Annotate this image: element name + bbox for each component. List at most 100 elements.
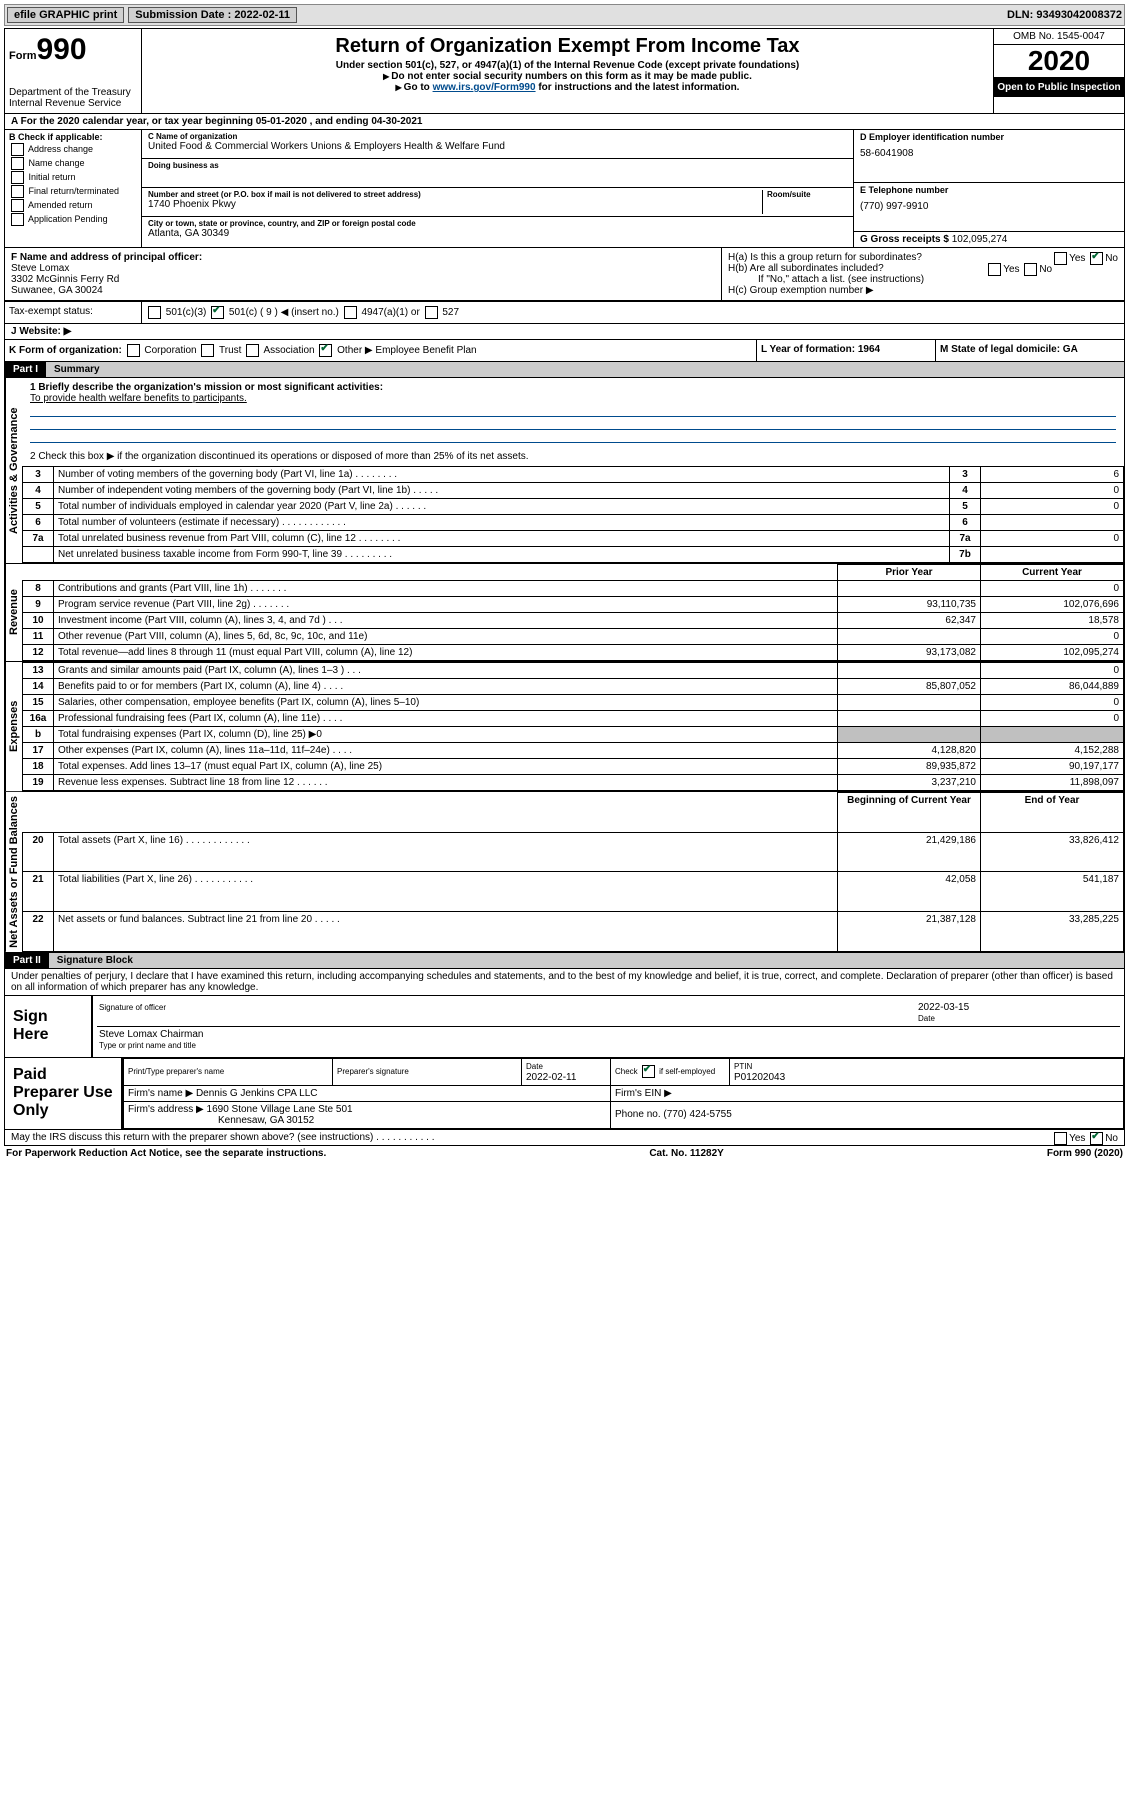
q1-label: 1 Briefly describe the organization's mi… — [30, 382, 383, 393]
ein-value: 58-6041908 — [860, 148, 1118, 159]
prior-value: 85,807,052 — [838, 679, 981, 695]
name-change-checkbox[interactable] — [11, 157, 24, 170]
ha-yes-checkbox[interactable] — [1054, 252, 1067, 265]
line-text: Salaries, other compensation, employee b… — [54, 695, 838, 711]
top-toolbar: efile GRAPHIC print Submission Date : 20… — [4, 4, 1125, 26]
org-name-label: C Name of organization — [148, 132, 847, 141]
sig-date-label: Date — [918, 1014, 935, 1023]
col-end: End of Year — [981, 793, 1124, 833]
line-key: 7b — [950, 547, 981, 563]
dba-label: Doing business as — [148, 161, 847, 170]
paid-preparer-label: Paid Preparer Use Only — [5, 1058, 121, 1129]
current-value: 0 — [981, 663, 1124, 679]
officer-name: Steve Lomax — [11, 263, 69, 274]
line-text: Contributions and grants (Part VIII, lin… — [54, 581, 838, 597]
line-text: Total revenue—add lines 8 through 11 (mu… — [54, 645, 838, 661]
current-value: 18,578 — [981, 613, 1124, 629]
line-num: 8 — [23, 581, 54, 597]
amended-return-checkbox[interactable] — [11, 199, 24, 212]
line-text: Total fundraising expenses (Part IX, col… — [54, 727, 838, 743]
current-value: 11,898,097 — [981, 775, 1124, 791]
prior-value — [838, 629, 981, 645]
footer-form: Form 990 (2020) — [1047, 1148, 1123, 1159]
line-num: 19 — [23, 775, 54, 791]
application-pending-checkbox[interactable] — [11, 213, 24, 226]
gross-label: G Gross receipts $ — [860, 234, 949, 245]
prep-date-label: Date — [526, 1062, 543, 1071]
prior-value — [838, 663, 981, 679]
form-title: Return of Organization Exempt From Incom… — [146, 35, 989, 58]
sig-date: 2022-03-15 — [918, 1002, 969, 1013]
trust-checkbox[interactable] — [201, 344, 214, 357]
ptin-value: P01202043 — [734, 1072, 785, 1083]
line-text: Total number of volunteers (estimate if … — [54, 515, 950, 531]
sig-officer-label: Signature of officer — [99, 1003, 166, 1012]
opt: Corporation — [144, 345, 196, 356]
opt: Other ▶ — [337, 345, 372, 356]
begin-value: 21,387,128 — [838, 912, 981, 952]
initial-return-checkbox[interactable] — [11, 171, 24, 184]
ha-no-checkbox[interactable] — [1090, 252, 1103, 265]
final-return-checkbox[interactable] — [11, 185, 24, 198]
tax-year-range: A For the 2020 calendar year, or tax yea… — [4, 114, 1125, 130]
self-employed-checkbox[interactable] — [642, 1065, 655, 1078]
shaded-cell — [838, 727, 981, 743]
ha-label: H(a) Is this a group return for subordin… — [728, 252, 922, 263]
prior-value: 93,173,082 — [838, 645, 981, 661]
cb-label: Initial return — [29, 172, 76, 182]
gross-value: 102,095,274 — [952, 234, 1008, 245]
dept-treasury: Department of the Treasury — [9, 87, 137, 98]
opt: Trust — [219, 345, 241, 356]
form-number: 990 — [37, 33, 87, 66]
firm-addr-label: Firm's address ▶ — [128, 1104, 204, 1115]
discuss-yes-checkbox[interactable] — [1054, 1132, 1067, 1145]
cb-label: Name change — [29, 158, 85, 168]
hb-yes-checkbox[interactable] — [988, 263, 1001, 276]
hb-label: H(b) Are all subordinates included? — [728, 263, 884, 274]
firm-ein-label: Firm's EIN ▶ — [615, 1088, 672, 1099]
col-begin: Beginning of Current Year — [838, 793, 981, 833]
corp-checkbox[interactable] — [127, 344, 140, 357]
line-text: Total expenses. Add lines 13–17 (must eq… — [54, 759, 838, 775]
line-value — [981, 547, 1124, 563]
other-value: Employee Benefit Plan — [375, 345, 476, 356]
current-value: 102,095,274 — [981, 645, 1124, 661]
line-num — [23, 547, 54, 563]
discuss-no-checkbox[interactable] — [1090, 1132, 1103, 1145]
cb-label: Address change — [28, 144, 93, 154]
4947-checkbox[interactable] — [344, 306, 357, 319]
hc-label: H(c) Group exemption number — [728, 285, 863, 296]
opt-label: 501(c) ( 9 ) ◀ (insert no.) — [229, 307, 339, 318]
line-num: 12 — [23, 645, 54, 661]
address-change-checkbox[interactable] — [11, 143, 24, 156]
hb-no-checkbox[interactable] — [1024, 263, 1037, 276]
state-domicile: M State of legal domicile: GA — [940, 344, 1078, 355]
line-value: 6 — [981, 467, 1124, 483]
opt-label: 501(c)(3) — [166, 307, 207, 318]
col-current: Current Year — [981, 565, 1124, 581]
submission-date-button[interactable]: Submission Date : 2022-02-11 — [128, 7, 297, 23]
instructions-link[interactable]: www.irs.gov/Form990 — [433, 82, 536, 93]
prior-value: 3,237,210 — [838, 775, 981, 791]
tax-year: 2020 — [994, 45, 1124, 78]
cb-label: Amended return — [28, 200, 93, 210]
prior-value — [838, 581, 981, 597]
firm-phone: (770) 424-5755 — [663, 1109, 731, 1120]
501c3-checkbox[interactable] — [148, 306, 161, 319]
line-text: Number of independent voting members of … — [54, 483, 950, 499]
other-checkbox[interactable] — [319, 344, 332, 357]
501c-checkbox[interactable] — [211, 306, 224, 319]
line-value: 0 — [981, 531, 1124, 547]
line-num: 13 — [23, 663, 54, 679]
line-num: 14 — [23, 679, 54, 695]
dept-irs: Internal Revenue Service — [9, 98, 137, 109]
line-text: Grants and similar amounts paid (Part IX… — [54, 663, 838, 679]
line-key: 4 — [950, 483, 981, 499]
street-value: 1740 Phoenix Pkwy — [148, 199, 762, 210]
note-ssn: Do not enter social security numbers on … — [146, 71, 989, 82]
assoc-checkbox[interactable] — [246, 344, 259, 357]
org-name: United Food & Commercial Workers Unions … — [148, 141, 847, 152]
527-checkbox[interactable] — [425, 306, 438, 319]
efile-button[interactable]: efile GRAPHIC print — [7, 7, 124, 23]
firm-phone-label: Phone no. — [615, 1109, 661, 1120]
